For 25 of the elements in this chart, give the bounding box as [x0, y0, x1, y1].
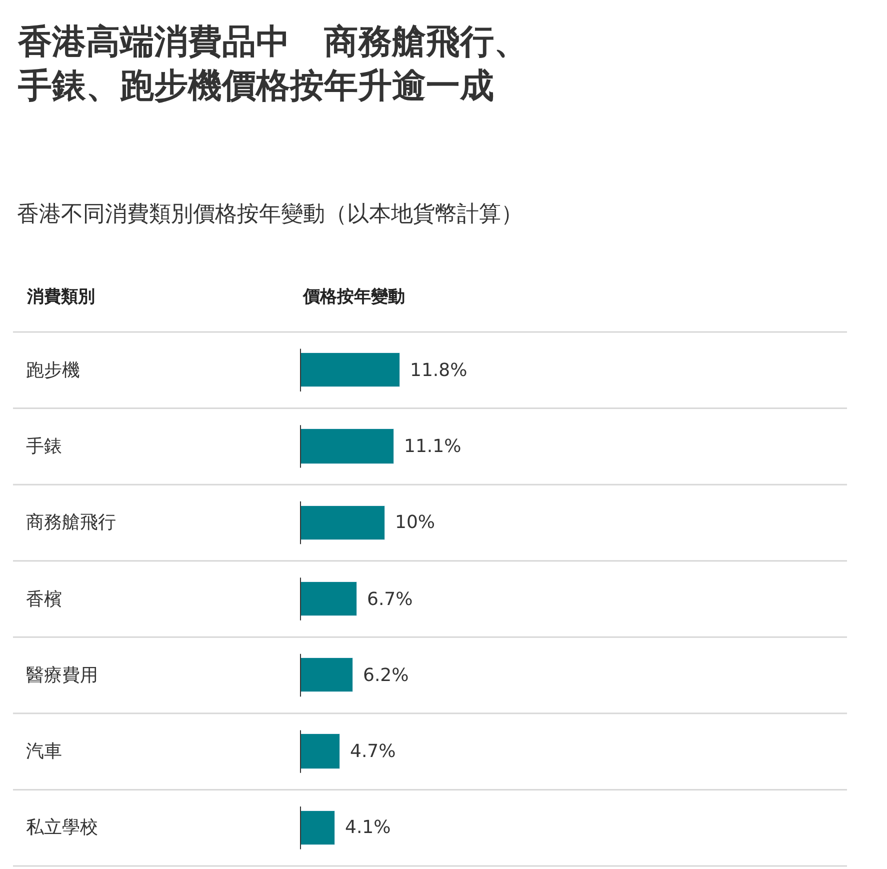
y-tick-label: 香檳 — [26, 589, 62, 610]
bar — [300, 506, 385, 540]
y-tick-label: 跑步機 — [26, 360, 80, 381]
data-label: 4.1% — [345, 817, 391, 838]
y-tick-label: 私立學校 — [26, 817, 98, 838]
bar — [300, 734, 340, 769]
bar — [300, 658, 353, 692]
chart-subtitle: 香港不同消費類別價格按年變動（以本地貨幣計算） — [17, 202, 523, 227]
data-label: 6.7% — [367, 589, 413, 610]
data-label: 10% — [395, 512, 436, 533]
data-label: 11.1% — [404, 436, 462, 457]
data-label: 6.2% — [363, 665, 409, 686]
chart-title: 香港高端消費品中 商務艙飛行、手錶、跑步機價格按年升逾一成 — [17, 22, 528, 106]
data-label: 4.7% — [350, 741, 396, 762]
data-label: 11.8% — [410, 360, 468, 381]
y-tick-label: 汽車 — [26, 741, 62, 762]
y-tick-label: 商務艙飛行 — [26, 512, 116, 533]
text: 消費類別 — [26, 287, 95, 307]
y-tick-label: 醫療費用 — [26, 665, 98, 686]
bar — [300, 810, 335, 845]
bar — [300, 428, 394, 464]
bar — [300, 582, 357, 616]
y-tick-label: 手錶 — [26, 436, 62, 457]
text: 價格按年變動 — [302, 287, 405, 307]
bar — [300, 352, 400, 387]
